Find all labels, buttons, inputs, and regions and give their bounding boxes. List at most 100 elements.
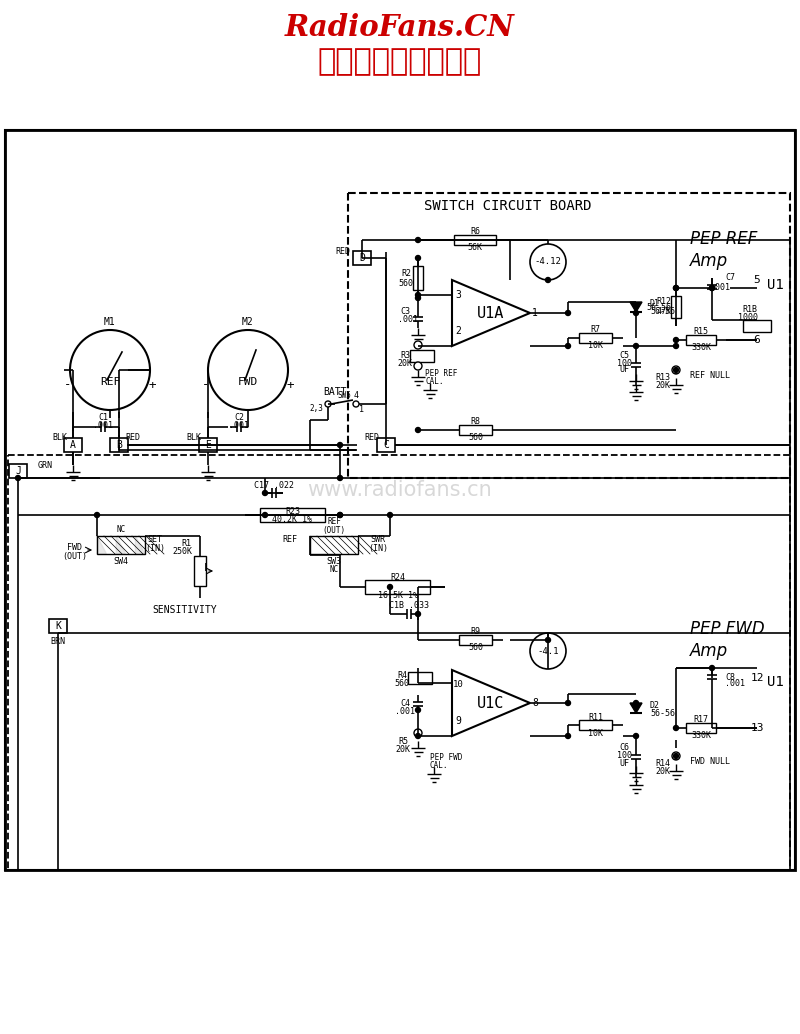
Text: M1: M1 — [104, 317, 116, 327]
Text: .001: .001 — [93, 421, 113, 429]
Text: 20K: 20K — [655, 767, 670, 777]
Text: R1: R1 — [181, 539, 191, 547]
Text: 1: 1 — [359, 404, 365, 414]
Text: BLK: BLK — [53, 433, 67, 443]
Text: J: J — [15, 466, 21, 476]
Text: R17: R17 — [694, 716, 709, 725]
Text: .001: .001 — [398, 314, 418, 324]
Polygon shape — [97, 536, 106, 554]
Text: -: - — [64, 378, 72, 392]
Bar — [579, 720, 612, 730]
Text: 560: 560 — [398, 278, 414, 287]
Circle shape — [546, 277, 550, 282]
Text: R23: R23 — [285, 507, 300, 516]
Text: .001: .001 — [229, 421, 249, 429]
Polygon shape — [97, 536, 106, 554]
Polygon shape — [126, 536, 135, 554]
Circle shape — [530, 633, 566, 669]
Text: -4.12: -4.12 — [534, 257, 562, 267]
Circle shape — [566, 700, 570, 705]
Circle shape — [353, 401, 359, 407]
Text: E: E — [205, 440, 211, 450]
Circle shape — [415, 707, 421, 712]
Text: 47K: 47K — [657, 307, 671, 316]
Text: 2: 2 — [455, 327, 461, 336]
Text: U1: U1 — [766, 675, 783, 689]
Text: C: C — [383, 440, 389, 450]
Text: NC: NC — [330, 566, 338, 575]
Text: BLK: BLK — [186, 433, 202, 443]
Bar — [686, 723, 716, 733]
Text: R24: R24 — [390, 573, 405, 581]
Text: PEP REF: PEP REF — [425, 368, 458, 377]
Circle shape — [414, 362, 422, 370]
Bar — [743, 320, 771, 332]
Bar — [410, 349, 434, 362]
Circle shape — [15, 476, 21, 481]
Text: B: B — [116, 440, 122, 450]
Text: BATT: BATT — [323, 387, 346, 397]
Circle shape — [415, 255, 421, 261]
Text: C4: C4 — [400, 699, 410, 708]
Bar — [671, 296, 681, 318]
Circle shape — [566, 310, 570, 315]
Text: Amp: Amp — [690, 252, 728, 270]
Text: M2: M2 — [242, 317, 254, 327]
Text: R14: R14 — [655, 760, 670, 768]
Bar — [353, 251, 371, 265]
Text: 560: 560 — [468, 643, 483, 652]
Circle shape — [634, 700, 638, 705]
Text: RED: RED — [126, 433, 141, 443]
Text: PEP FWD: PEP FWD — [430, 753, 462, 761]
Text: C1B .033: C1B .033 — [389, 602, 429, 610]
Text: A: A — [70, 440, 76, 450]
Circle shape — [338, 476, 342, 481]
Text: R9: R9 — [470, 628, 481, 637]
Circle shape — [674, 367, 678, 372]
Text: R7: R7 — [590, 326, 601, 335]
Text: (IN): (IN) — [145, 544, 165, 552]
Text: C1: C1 — [98, 414, 108, 423]
Bar — [310, 536, 358, 554]
Circle shape — [415, 296, 421, 301]
Text: CAL.: CAL. — [430, 760, 449, 769]
Polygon shape — [630, 302, 642, 312]
Circle shape — [674, 343, 678, 348]
Bar — [194, 556, 206, 586]
Circle shape — [208, 330, 288, 410]
Text: NC: NC — [116, 524, 126, 534]
Bar — [348, 193, 790, 478]
Text: GRN: GRN — [38, 460, 53, 469]
Text: 56K: 56K — [467, 243, 482, 252]
Bar — [9, 464, 27, 478]
Polygon shape — [135, 536, 145, 554]
Text: .001: .001 — [710, 282, 730, 292]
Circle shape — [710, 285, 714, 291]
Text: C8: C8 — [725, 672, 735, 681]
Bar — [579, 333, 612, 343]
Bar — [49, 619, 67, 633]
Bar — [97, 536, 145, 554]
Bar — [5, 130, 795, 870]
Text: 560: 560 — [468, 433, 483, 443]
Text: www.radiofans.cn: www.radiofans.cn — [308, 480, 492, 500]
Text: U1A: U1A — [478, 305, 505, 321]
Circle shape — [415, 293, 421, 298]
Text: +: + — [286, 378, 294, 392]
Text: CAL.: CAL. — [425, 376, 443, 386]
Text: C6: C6 — [619, 743, 629, 753]
Bar — [454, 235, 496, 245]
Circle shape — [415, 733, 421, 738]
Text: 20K: 20K — [398, 359, 413, 367]
Text: +: + — [148, 378, 156, 392]
Text: Amp: Amp — [690, 642, 728, 660]
Text: -4.1: -4.1 — [538, 646, 558, 656]
Text: SWR: SWR — [370, 536, 386, 545]
Bar — [64, 438, 82, 452]
Text: .001: .001 — [395, 706, 415, 716]
Text: FWD: FWD — [67, 544, 82, 552]
Polygon shape — [135, 536, 145, 554]
Text: 10: 10 — [453, 680, 463, 689]
Text: U1: U1 — [766, 278, 783, 292]
Bar — [8, 455, 790, 870]
